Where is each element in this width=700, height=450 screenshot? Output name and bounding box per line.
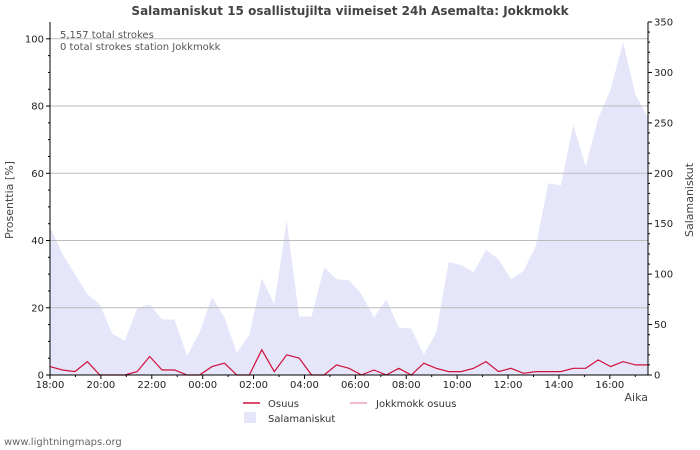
x-tick-label: 16:00	[595, 380, 624, 391]
share-line-layer	[49, 348, 648, 376]
legend-strokes-label: Salamaniskut	[268, 414, 335, 425]
x-tick-label: 00:00	[188, 380, 217, 391]
series-salamaniskut-area	[50, 42, 648, 375]
x-tick-label: 14:00	[545, 380, 574, 391]
y-left-tick-label: 60	[31, 169, 44, 180]
chart-title: Salamaniskut 15 osallistujilta viimeiset…	[131, 4, 569, 18]
y-right-tick-label: 100	[654, 270, 673, 281]
axes: 0 20 40 60 80 100 0 50 100 150 200 250 300 350 18:00 20…	[25, 18, 673, 392]
legend-strokes-swatch	[244, 412, 256, 423]
legend-osuus-label: Osuus	[268, 399, 299, 410]
y-left-tick-label: 0	[38, 371, 44, 382]
y-left-tick-label: 80	[31, 102, 44, 113]
y-right-tick-label: 350	[654, 18, 673, 29]
credit-link[interactable]: www.lightningmaps.org	[4, 437, 122, 448]
y-right-tick-label: 150	[654, 219, 673, 230]
legend-jokkmokk-label: Jokkmokk osuus	[375, 399, 456, 410]
x-tick-label: 18:00	[36, 380, 65, 391]
total-strokes-annotation: 5,157 total strokes	[60, 30, 154, 41]
x-axis-label: Aika	[625, 391, 649, 404]
series-osuus-line	[49, 348, 648, 376]
legend: Osuus Jokkmokk osuus Salamaniskut	[243, 399, 456, 425]
y-right-tick-label: 200	[654, 169, 673, 180]
y-left-tick-label: 100	[25, 34, 44, 45]
x-tick-label: 20:00	[86, 380, 115, 391]
x-tick-label: 04:00	[290, 380, 319, 391]
strokes-area-layer	[50, 42, 648, 375]
y-right-tick-label: 50	[654, 320, 667, 331]
y-left-tick-label: 40	[31, 236, 44, 247]
x-tick-label: 22:00	[137, 380, 166, 391]
x-tick-label: 12:00	[494, 380, 523, 391]
y-right-tick-label: 250	[654, 118, 673, 129]
y-right-tick-label: 0	[654, 371, 660, 382]
x-tick-label: 02:00	[239, 380, 268, 391]
x-tick-label: 08:00	[392, 380, 421, 391]
gridlines	[50, 38, 648, 309]
y-right-tick-label: 300	[654, 68, 673, 79]
y-axis-left-label: Prosenttia [%]	[3, 161, 16, 239]
y-axis-right-label: Salamaniskut	[683, 162, 696, 237]
station-strokes-annotation: 0 total strokes station Jokkmokk	[60, 42, 221, 53]
x-tick-label: 10:00	[443, 380, 472, 391]
x-tick-label: 06:00	[341, 380, 370, 391]
y-left-tick-label: 20	[31, 303, 44, 314]
